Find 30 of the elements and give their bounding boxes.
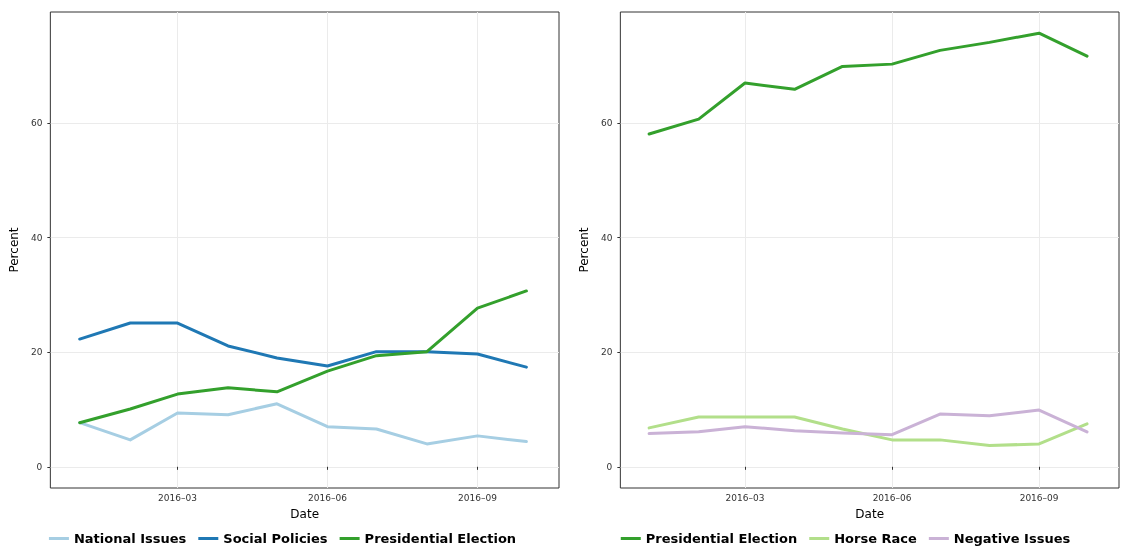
line-series — [78, 321, 528, 369]
line-series — [78, 402, 528, 446]
line-series — [647, 415, 1089, 448]
x-tick-label: 2016–09 — [458, 492, 498, 503]
y-tick-label: 20 — [600, 347, 613, 358]
x-axis-title: Date — [855, 507, 885, 521]
x-tick-label: 2016–03 — [158, 492, 197, 503]
legend-label: Presidential Election — [645, 531, 798, 546]
legend-label: Presidential Election — [364, 531, 517, 546]
y-tick-label: 20 — [30, 347, 43, 358]
y-tick-label: 40 — [30, 232, 43, 243]
y-tick-label: 60 — [600, 118, 613, 129]
y-tick-label: 60 — [30, 118, 43, 129]
legend-label: Negative Issues — [953, 531, 1071, 546]
x-tick-label: 2016–03 — [725, 492, 765, 503]
y-axis-title: Percent — [7, 227, 21, 273]
y-tick-label: 0 — [36, 461, 43, 472]
y-tick-label: 40 — [600, 232, 613, 243]
line-series — [78, 289, 528, 425]
x-tick-label: 2016–06 — [872, 492, 912, 503]
legend-label: National Issues — [73, 531, 187, 546]
y-axis-title: Percent — [577, 227, 591, 273]
legend-label: Social Policies — [223, 531, 328, 546]
x-tick-label: 2016–09 — [1019, 492, 1059, 503]
x-axis-title: Date — [290, 507, 320, 521]
line-series — [647, 31, 1089, 136]
y-tick-label: 0 — [606, 461, 613, 472]
x-tick-label: 2016–06 — [308, 492, 348, 503]
line-series — [647, 408, 1089, 437]
legend-label: Horse Race — [834, 531, 918, 546]
